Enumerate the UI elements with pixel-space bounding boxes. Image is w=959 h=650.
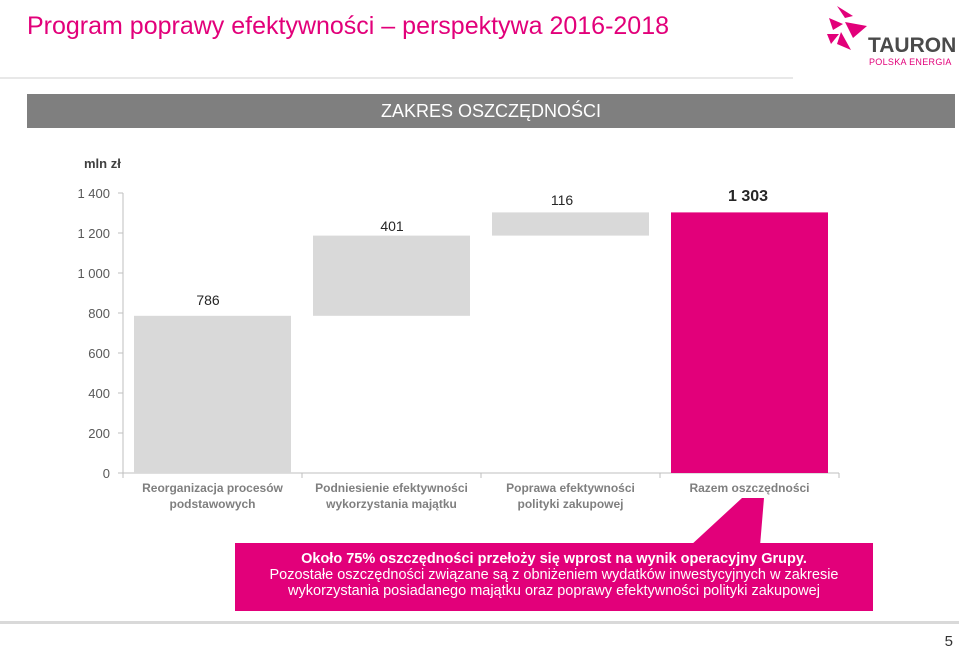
logo-name: TAURON [868, 34, 957, 57]
y-tick-label: 600 [88, 346, 110, 361]
callout-line-2: Pozostałe oszczędności związane są z obn… [269, 567, 839, 583]
bar-1 [134, 315, 291, 473]
category-label: Podniesienie efektywności [315, 481, 468, 495]
bar-3 [492, 212, 649, 236]
page-number: 5 [944, 633, 953, 650]
bar-2 [313, 235, 470, 316]
y-tick-label: 1 400 [77, 186, 110, 201]
y-tick-label: 200 [88, 426, 110, 441]
callout-line-3: wykorzystania posiadanego majątku oraz p… [288, 583, 820, 599]
bar-value-label: 401 [380, 218, 404, 234]
summary-callout: Około 75% oszczędności przełoży się wpro… [235, 543, 873, 611]
y-tick-label: 0 [103, 466, 110, 481]
bar-value-label: 1 303 [728, 188, 768, 205]
category-label: podstawowych [169, 497, 255, 511]
y-tick-label: 800 [88, 306, 110, 321]
footer-divider [0, 621, 959, 624]
category-label: wykorzystania majątku [325, 497, 457, 511]
waterfall-chart: mln zł 0 200 400 600 800 1 000 1 200 1 400 786 Reo… [77, 156, 840, 511]
y-axis-unit-label: mln zł [84, 156, 121, 171]
category-label: Poprawa efektywności [506, 481, 635, 495]
callout-line-1: Około 75% oszczędności przełoży się wpro… [301, 551, 807, 567]
callout-pointer [690, 498, 764, 546]
y-tick-label: 1 200 [77, 226, 110, 241]
tauron-logo-icon [827, 6, 867, 50]
category-label: polityki zakupowej [517, 497, 623, 511]
section-banner: ZAKRES OSZCZĘDNOŚCI [27, 94, 955, 128]
y-tick-label: 1 000 [77, 266, 110, 281]
page-title: Program poprawy efektywności – perspekty… [27, 12, 670, 40]
y-tick-label: 400 [88, 386, 110, 401]
category-label: Reorganizacja procesów [142, 481, 283, 495]
bar-value-label: 786 [196, 292, 220, 308]
bar-value-label: 116 [551, 192, 574, 208]
category-label: Razem oszczędności [689, 481, 809, 495]
tauron-logo: TAURON POLSKA ENERGIA [823, 4, 957, 72]
header-divider [0, 77, 793, 79]
bar-4 [671, 212, 828, 473]
logo-subtitle: POLSKA ENERGIA [869, 57, 952, 67]
